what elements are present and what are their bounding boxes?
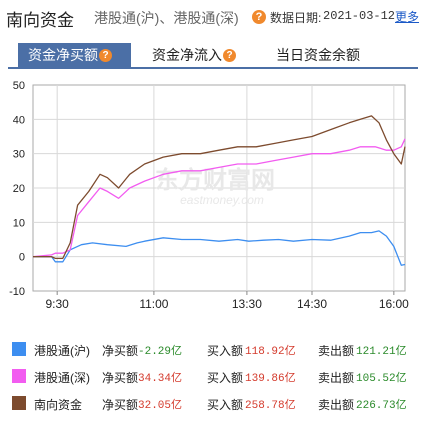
tab-daily-balance[interactable]: 当日资金余额 bbox=[276, 43, 360, 68]
tab-net-buy-help-icon[interactable]: ? bbox=[99, 49, 112, 62]
tab-net-inflow[interactable]: 资金净流入? bbox=[152, 43, 236, 68]
legend-sell-label: 卖出额 bbox=[318, 398, 355, 412]
legend-sell-value: 105.52亿 bbox=[356, 373, 407, 385]
legend-net-value: 32.05亿 bbox=[138, 400, 183, 412]
help-icon[interactable]: ? bbox=[252, 10, 266, 24]
legend-net-label: 净买额 bbox=[102, 371, 139, 385]
legend-net-label: 净买额 bbox=[102, 344, 139, 358]
y-tick-label: -10 bbox=[9, 286, 25, 298]
series-line-south bbox=[33, 115, 406, 260]
x-tick-label: 9:30 bbox=[46, 297, 70, 311]
legend-net-label: 净买额 bbox=[102, 398, 139, 412]
legend-name: 南向资金 bbox=[34, 398, 83, 412]
legend-sell-label: 卖出额 bbox=[318, 371, 355, 385]
tab-net-buy-label: 资金净买额 bbox=[28, 47, 98, 63]
legend-swatch-sh bbox=[12, 342, 26, 356]
x-tick-label: 14:30 bbox=[297, 297, 327, 311]
tab-net-inflow-help-icon[interactable]: ? bbox=[223, 49, 236, 62]
legend-sell-label: 卖出额 bbox=[318, 344, 355, 358]
legend-sell-value: 226.73亿 bbox=[356, 400, 407, 412]
tab-bar: 资金净买额? 资金净流入? 当日资金余额 bbox=[0, 40, 426, 70]
legend-buy-value: 118.92亿 bbox=[245, 346, 296, 358]
legend-buy-label: 买入额 bbox=[207, 371, 244, 385]
y-tick-label: 50 bbox=[13, 80, 25, 92]
series-line-sz bbox=[32, 138, 406, 258]
tab-net-inflow-label: 资金净流入 bbox=[152, 47, 222, 63]
header: 南向资金 港股通(沪)、港股通(深) ? 数据日期: 2021-03-12 更多 bbox=[0, 0, 426, 32]
x-tick-label: 13:30 bbox=[232, 297, 262, 311]
tab-daily-balance-label: 当日资金余额 bbox=[276, 47, 360, 63]
y-tick-label: 40 bbox=[13, 114, 25, 126]
y-tick-label: 10 bbox=[13, 217, 25, 229]
y-tick-label: 0 bbox=[19, 252, 25, 264]
legend-row-south: 南向资金 净买额 32.05亿 买入额 258.78亿 卖出额 226.73亿 bbox=[0, 392, 426, 418]
legend-swatch-south bbox=[12, 396, 26, 410]
date-label: 数据日期: bbox=[270, 11, 322, 25]
tab-net-buy[interactable]: 资金净买额? bbox=[18, 43, 131, 68]
legend-buy-label: 买入额 bbox=[207, 344, 244, 358]
x-tick-label: 16:00 bbox=[379, 297, 409, 311]
more-link[interactable]: 更多 bbox=[395, 10, 420, 24]
y-tick-label: 30 bbox=[13, 149, 25, 161]
y-tick-label: 20 bbox=[13, 183, 25, 195]
legend-row-sh: 港股通(沪) 净买额 -2.29亿 买入额 118.92亿 卖出额 121.21… bbox=[0, 338, 426, 364]
series-line-sh bbox=[33, 230, 406, 266]
legend-sell-value: 121.21亿 bbox=[356, 346, 407, 358]
page-title: 南向资金 bbox=[6, 11, 74, 30]
legend-buy-value: 139.86亿 bbox=[245, 373, 296, 385]
watermark-subtext: eastmoney.com bbox=[180, 193, 264, 207]
page-subtitle: 港股通(沪)、港股通(深) bbox=[94, 10, 239, 26]
chart-svg: -10 0 10 20 30 40 50 9:30 11:00 13:30 14:30 16:00 东方… bbox=[9, 80, 409, 311]
legend-buy-label: 买入额 bbox=[207, 398, 244, 412]
legend-net-value: -2.29亿 bbox=[138, 346, 183, 358]
tab-underline bbox=[8, 67, 418, 69]
legend-net-value: 34.34亿 bbox=[138, 373, 183, 385]
legend-row-sz: 港股通(深) 净买额 34.34亿 买入额 139.86亿 卖出额 105.52… bbox=[0, 365, 426, 391]
legend-buy-value: 258.78亿 bbox=[245, 400, 296, 412]
legend-swatch-sz bbox=[12, 369, 26, 383]
x-tick-label: 11:00 bbox=[139, 297, 168, 311]
legend-name: 港股通(沪) bbox=[34, 344, 90, 358]
watermark-text: 东方财富网 bbox=[155, 166, 275, 194]
date-value: 2021-03-12 bbox=[323, 9, 396, 23]
legend-name: 港股通(深) bbox=[34, 371, 90, 385]
chart: -10 0 10 20 30 40 50 9:30 11:00 13:30 14:30 16:00 东方… bbox=[0, 76, 426, 316]
